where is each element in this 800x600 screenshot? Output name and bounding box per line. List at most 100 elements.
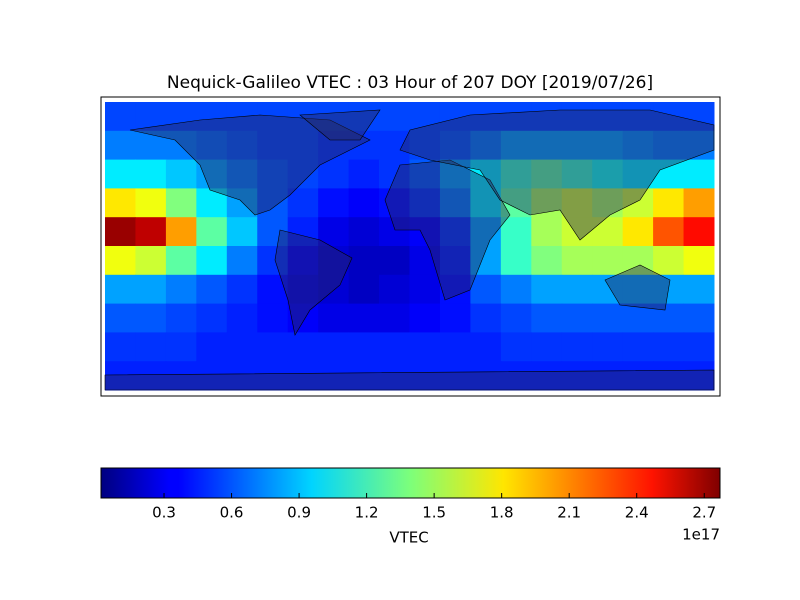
cell <box>439 102 471 132</box>
cell <box>409 159 441 189</box>
colorbar-offset: 1e17 <box>682 526 720 544</box>
cell <box>561 361 593 391</box>
cell <box>196 159 228 189</box>
cell <box>470 303 502 333</box>
land <box>274 229 353 336</box>
cell <box>561 274 593 305</box>
cell <box>561 332 593 362</box>
cell <box>165 332 197 362</box>
cell <box>226 332 258 362</box>
cell <box>622 102 654 132</box>
cell <box>135 332 167 362</box>
cell <box>561 217 593 247</box>
cell <box>409 188 441 218</box>
cell <box>592 217 624 247</box>
cell <box>226 217 258 247</box>
cell <box>622 303 654 333</box>
cell <box>135 303 167 333</box>
cell <box>409 246 441 276</box>
cell <box>683 274 715 305</box>
cell <box>531 102 563 132</box>
cell <box>196 102 228 132</box>
cell <box>500 332 532 362</box>
cell <box>257 361 289 391</box>
cell <box>257 130 289 161</box>
cell <box>561 130 593 161</box>
cell <box>531 246 563 276</box>
cell <box>622 361 654 391</box>
cell <box>287 159 319 189</box>
cell <box>683 332 715 362</box>
cell <box>348 188 380 218</box>
cell <box>135 130 167 161</box>
colorbar <box>100 467 721 499</box>
cell <box>500 159 532 189</box>
land <box>104 369 715 391</box>
cell <box>531 274 563 305</box>
cell <box>409 332 441 362</box>
cell <box>531 130 563 161</box>
cell <box>196 332 228 362</box>
cell <box>409 303 441 333</box>
cell <box>196 303 228 333</box>
cell <box>592 188 624 218</box>
cell <box>165 188 197 218</box>
cell <box>531 188 563 218</box>
cell <box>318 303 350 333</box>
cell <box>196 188 228 218</box>
cell <box>348 361 380 391</box>
colorbar-tick-label: 0.3 <box>152 504 176 522</box>
colorbar-tick-label: 1.2 <box>355 504 379 522</box>
cell <box>348 102 380 132</box>
land <box>299 109 381 141</box>
cell <box>257 217 289 247</box>
cell <box>287 130 319 161</box>
cell <box>105 130 136 161</box>
colorbar-label: VTEC <box>389 529 428 547</box>
cell <box>470 274 502 305</box>
cell <box>165 246 197 276</box>
cell <box>470 188 502 218</box>
chart-title: Nequick-Galileo VTEC : 03 Hour of 207 DO… <box>167 73 653 93</box>
heatmap <box>105 102 715 391</box>
cell <box>318 159 350 189</box>
cell <box>105 217 136 247</box>
cell <box>653 217 685 247</box>
cell <box>531 159 563 189</box>
cell <box>196 217 228 247</box>
cell <box>500 274 532 305</box>
colorbar-tick-label: 2.1 <box>557 504 581 522</box>
cell <box>653 361 685 391</box>
cell <box>500 246 532 276</box>
cell <box>561 303 593 333</box>
cell <box>439 246 471 276</box>
cell <box>561 246 593 276</box>
cell <box>287 303 319 333</box>
cell <box>470 361 502 391</box>
cell <box>531 217 563 247</box>
cell <box>439 188 471 218</box>
cell <box>226 159 258 189</box>
cell <box>226 303 258 333</box>
cell <box>561 188 593 218</box>
cell <box>500 361 532 391</box>
cell <box>287 246 319 276</box>
colorbar-tick-label: 1.8 <box>490 504 514 522</box>
cell <box>135 274 167 305</box>
cell <box>257 246 289 276</box>
cell <box>653 188 685 218</box>
cell <box>439 130 471 161</box>
cell <box>348 303 380 333</box>
land <box>604 264 671 311</box>
cell <box>287 274 319 305</box>
colorbar-tick-label: 0.9 <box>287 504 311 522</box>
cell <box>287 217 319 247</box>
cell <box>653 332 685 362</box>
cell <box>592 246 624 276</box>
cell <box>683 361 715 391</box>
cell <box>196 130 228 161</box>
cell <box>439 332 471 362</box>
cell <box>592 303 624 333</box>
cell <box>165 159 197 189</box>
cell <box>318 130 350 161</box>
